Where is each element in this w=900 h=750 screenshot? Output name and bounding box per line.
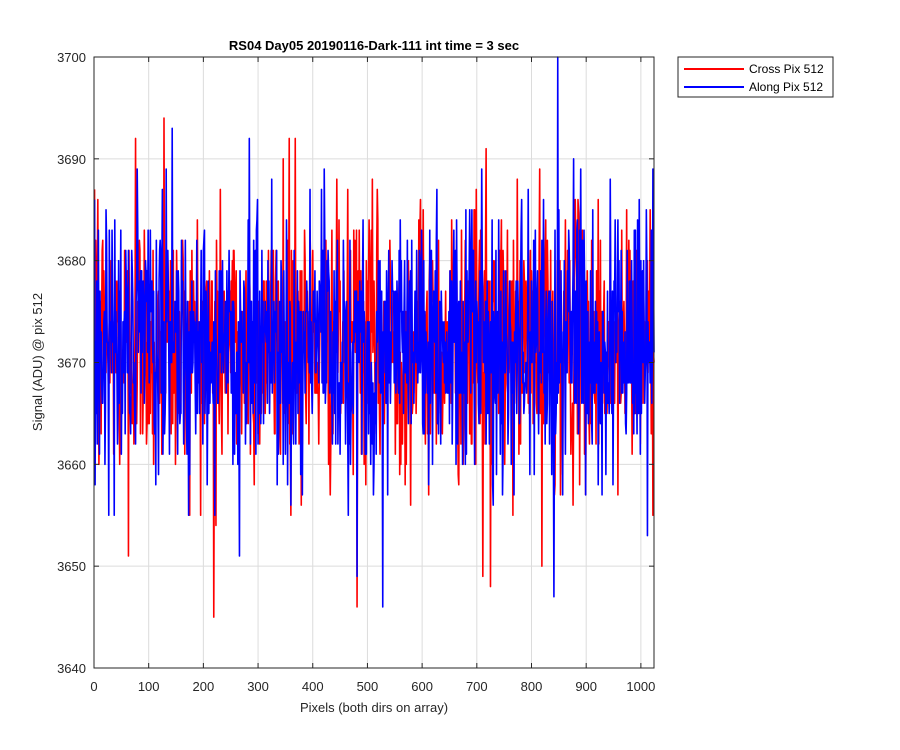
y-tick-label: 3670 bbox=[57, 356, 86, 371]
y-tick-label: 3680 bbox=[57, 254, 86, 269]
y-tick-label: 3650 bbox=[57, 559, 86, 574]
legend-label-along: Along Pix 512 bbox=[749, 80, 823, 94]
x-tick-label: 200 bbox=[193, 679, 215, 694]
legend: Cross Pix 512 Along Pix 512 bbox=[677, 56, 834, 98]
y-tick-label: 3700 bbox=[57, 50, 86, 65]
x-tick-label: 700 bbox=[466, 679, 488, 694]
legend-label-cross: Cross Pix 512 bbox=[749, 62, 824, 76]
x-tick-label: 800 bbox=[521, 679, 543, 694]
y-tick-label: 3640 bbox=[57, 661, 86, 676]
x-tick-label: 0 bbox=[90, 679, 97, 694]
y-tick-label: 3690 bbox=[57, 152, 86, 167]
series-line-along-pix bbox=[93, 56, 655, 608]
x-tick-label: 900 bbox=[575, 679, 597, 694]
x-axis-label: Pixels (both dirs on array) bbox=[300, 700, 448, 715]
y-tick-label: 3660 bbox=[57, 457, 86, 472]
x-tick-label: 600 bbox=[411, 679, 433, 694]
chart-title: RS04 Day05 20190116-Dark-111 int time = … bbox=[229, 38, 519, 53]
x-tick-label: 300 bbox=[247, 679, 269, 694]
x-tick-label: 400 bbox=[302, 679, 324, 694]
legend-box bbox=[677, 56, 834, 98]
x-tick-label: 100 bbox=[138, 679, 160, 694]
x-tick-label: 1000 bbox=[626, 679, 655, 694]
ticks: 0 100 200 300 400 500 600 700 800 900 1000 3640 3650… bbox=[57, 50, 655, 694]
series-group bbox=[93, 56, 655, 618]
x-tick-label: 500 bbox=[357, 679, 379, 694]
y-axis-label: Signal (ADU) @ pix 512 bbox=[30, 293, 45, 431]
